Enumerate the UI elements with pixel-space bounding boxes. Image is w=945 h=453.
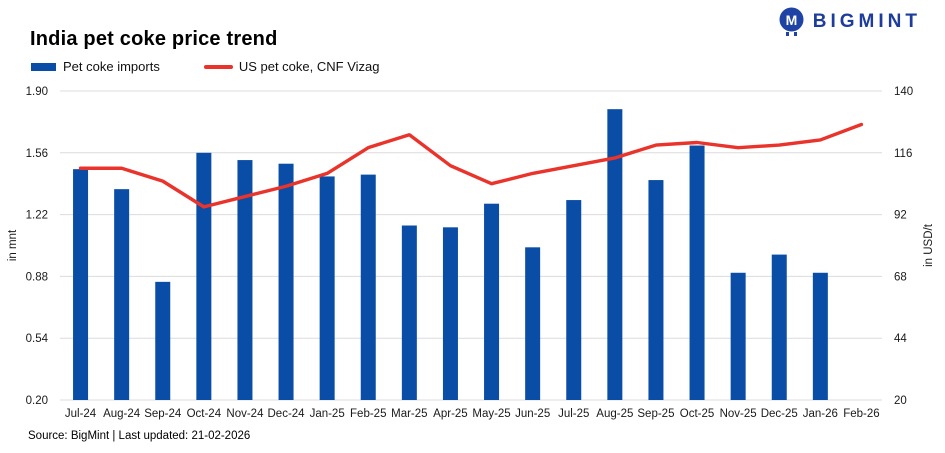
- bar-Jun-25: [525, 247, 541, 400]
- x-axis-label-Jul-25: Jul-25: [558, 408, 589, 420]
- legend-label-imports: Pet coke imports: [63, 59, 160, 74]
- x-axis-label-Dec-24: Dec-24: [268, 408, 306, 420]
- legend-item-imports: Pet coke imports: [31, 59, 160, 74]
- bar-Jan-26: [812, 272, 828, 400]
- x-axis-label-Feb-26: Feb-26: [843, 408, 879, 420]
- right-axis-tick: 68: [894, 271, 907, 283]
- x-axis-label-Jan-26: Jan-26: [803, 408, 838, 420]
- bar-Oct-25: [689, 145, 705, 400]
- chart-legend: Pet coke imports US pet coke, CNF Vizag: [31, 59, 423, 74]
- bar-Feb-25: [360, 174, 376, 400]
- x-axis-label-Aug-24: Aug-24: [103, 408, 141, 420]
- x-axis-label-Oct-25: Oct-25: [680, 408, 715, 420]
- right-axis-title: in USD/t: [923, 223, 935, 267]
- right-axis-tick: 20: [894, 395, 907, 407]
- left-axis-tick: 1.90: [26, 86, 48, 98]
- x-axis-label-Sep-24: Sep-24: [144, 408, 182, 420]
- x-axis-label-May-25: May-25: [472, 408, 510, 420]
- price-line: [78, 122, 864, 209]
- bar-Nov-25: [730, 272, 746, 400]
- x-axis-label-Nov-25: Nov-25: [720, 408, 757, 420]
- left-axis-tick: 1.22: [26, 210, 48, 222]
- left-axis-tick: 0.54: [26, 333, 49, 345]
- x-axis-label-Sep-25: Sep-25: [637, 408, 674, 420]
- bar-Jul-24: [73, 169, 89, 400]
- bar-Dec-25: [771, 254, 787, 400]
- right-axis-tick: 116: [894, 148, 912, 160]
- bar-Aug-25: [607, 109, 623, 401]
- x-axis-label-Aug-25: Aug-25: [596, 408, 633, 420]
- bar-series-swatch-icon: [31, 62, 56, 71]
- bar-Oct-24: [196, 152, 212, 400]
- left-axis-tick: 1.56: [26, 148, 48, 160]
- x-axis-label-Nov-24: Nov-24: [226, 408, 264, 420]
- left-axis-tick: 0.20: [26, 395, 48, 407]
- bar-Dec-24: [278, 163, 294, 400]
- bar-Sep-25: [648, 180, 664, 400]
- brand-logo: M BIGMINT: [778, 7, 921, 37]
- bar-Jul-25: [566, 200, 582, 400]
- x-axis-label-Jul-24: Jul-24: [65, 408, 97, 420]
- x-axis-label-Mar-25: Mar-25: [391, 408, 427, 420]
- x-axis-label-Jun-25: Jun-25: [515, 408, 550, 420]
- right-axis-tick: 140: [894, 86, 913, 98]
- line-series-swatch-icon: [203, 64, 233, 69]
- x-axis-label-Oct-24: Oct-24: [187, 408, 222, 420]
- bar-Apr-25: [442, 227, 458, 400]
- page-title: India pet coke price trend: [30, 28, 278, 50]
- combo-chart: 1.90 140 1.56 116 1.22 92 0.88 68 0.54 44 0.20 20 Ju…: [7, 86, 935, 420]
- svg-text:M: M: [785, 12, 797, 28]
- bar-Sep-24: [155, 281, 171, 400]
- bar-Aug-24: [114, 189, 130, 400]
- left-axis-tick: 0.88: [26, 271, 48, 283]
- right-axis-tick: 44: [894, 333, 907, 345]
- legend-label-price: US pet coke, CNF Vizag: [238, 59, 380, 74]
- source-note: Source: BigMint | Last updated: 21-02-20…: [28, 430, 251, 442]
- x-axis-label-Apr-25: Apr-25: [433, 408, 468, 420]
- bar-May-25: [484, 203, 500, 400]
- bigmint-logo-icon: M: [778, 7, 805, 37]
- brand-name: BIGMINT: [812, 11, 921, 32]
- right-axis-tick: 92: [894, 210, 907, 222]
- x-axis-label-Feb-25: Feb-25: [350, 408, 386, 420]
- x-axis-label-Jan-25: Jan-25: [310, 408, 345, 420]
- bar-Nov-24: [237, 160, 253, 400]
- legend-item-price: US pet coke, CNF Vizag: [203, 59, 380, 74]
- bar-Mar-25: [401, 225, 417, 400]
- x-axis-label-Dec-25: Dec-25: [761, 408, 798, 420]
- left-axis-title: in mnt: [7, 229, 19, 261]
- chart-plot-area: 1.90 140 1.56 116 1.22 92 0.88 68 0.54 44 0.20 20 Ju…: [0, 80, 945, 428]
- bar-Jan-25: [319, 176, 335, 400]
